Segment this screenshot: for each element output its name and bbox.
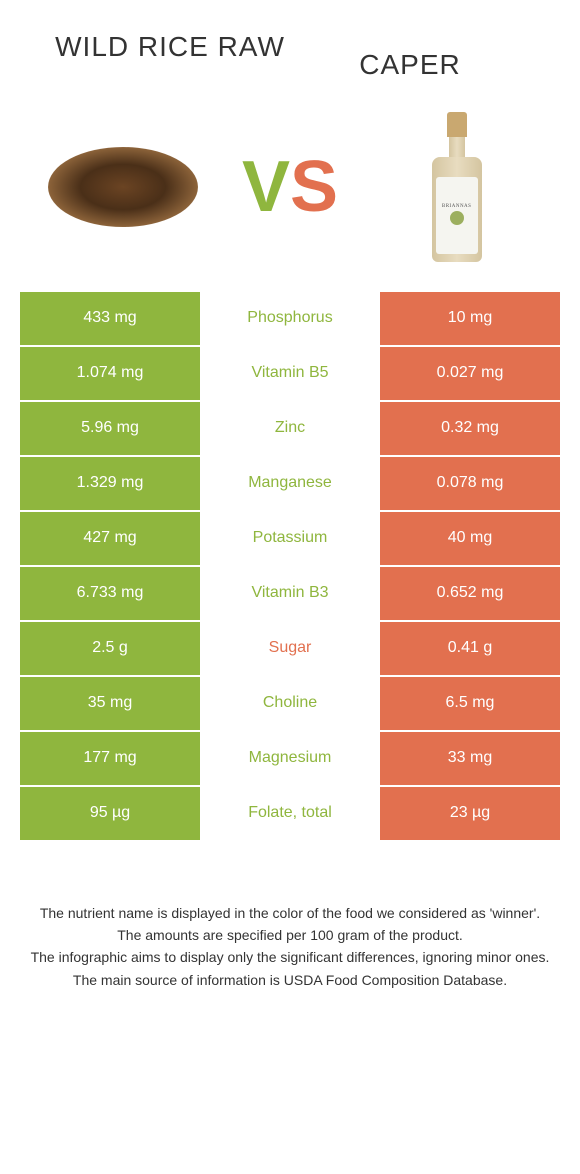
nutrient-name-cell: Vitamin B5 — [200, 347, 380, 400]
right-value-cell: 40 mg — [380, 512, 560, 565]
footer-line-2: The amounts are specified per 100 gram o… — [30, 924, 550, 946]
table-row: 1.074 mgVitamin B50.027 mg — [20, 347, 560, 402]
footer-line-3: The infographic aims to display only the… — [30, 946, 550, 968]
left-food-image — [40, 147, 207, 227]
wild-rice-icon — [48, 147, 198, 227]
left-value-cell: 1.074 mg — [20, 347, 200, 400]
right-value-cell: 6.5 mg — [380, 677, 560, 730]
vs-letter-v: V — [242, 147, 290, 227]
footer-line-1: The nutrient name is displayed in the co… — [30, 902, 550, 924]
vs-letter-s: S — [290, 147, 338, 227]
table-row: 427 mgPotassium40 mg — [20, 512, 560, 567]
right-value-cell: 0.41 g — [380, 622, 560, 675]
right-value-cell: 0.027 mg — [380, 347, 560, 400]
right-value-cell: 33 mg — [380, 732, 560, 785]
table-row: 2.5 gSugar0.41 g — [20, 622, 560, 677]
nutrient-name-cell: Sugar — [200, 622, 380, 675]
images-row: VS BRIANNAS — [0, 92, 580, 292]
nutrient-name-cell: Choline — [200, 677, 380, 730]
left-value-cell: 1.329 mg — [20, 457, 200, 510]
left-value-cell: 6.733 mg — [20, 567, 200, 620]
table-row: 433 mgPhosphorus10 mg — [20, 292, 560, 347]
right-value-cell: 0.078 mg — [380, 457, 560, 510]
left-value-cell: 427 mg — [20, 512, 200, 565]
right-value-cell: 0.652 mg — [380, 567, 560, 620]
right-food-title: CAPER — [290, 48, 530, 82]
left-value-cell: 433 mg — [20, 292, 200, 345]
nutrient-name-cell: Zinc — [200, 402, 380, 455]
header: WILD RICE RAW CAPER — [0, 0, 580, 92]
footer-notes: The nutrient name is displayed in the co… — [0, 842, 580, 992]
table-row: 6.733 mgVitamin B30.652 mg — [20, 567, 560, 622]
nutrient-name-cell: Magnesium — [200, 732, 380, 785]
table-row: 177 mgMagnesium33 mg — [20, 732, 560, 787]
table-row: 5.96 mgZinc0.32 mg — [20, 402, 560, 457]
nutrient-name-cell: Manganese — [200, 457, 380, 510]
right-value-cell: 0.32 mg — [380, 402, 560, 455]
right-food-image: BRIANNAS — [373, 112, 540, 262]
table-row: 1.329 mgManganese0.078 mg — [20, 457, 560, 512]
left-value-cell: 5.96 mg — [20, 402, 200, 455]
nutrient-name-cell: Vitamin B3 — [200, 567, 380, 620]
caper-bottle-icon: BRIANNAS — [432, 112, 482, 262]
right-value-cell: 23 µg — [380, 787, 560, 840]
left-value-cell: 35 mg — [20, 677, 200, 730]
footer-line-4: The main source of information is USDA F… — [30, 969, 550, 991]
vs-label: VS — [207, 146, 374, 228]
left-value-cell: 177 mg — [20, 732, 200, 785]
nutrient-table: 433 mgPhosphorus10 mg1.074 mgVitamin B50… — [20, 292, 560, 842]
nutrient-name-cell: Potassium — [200, 512, 380, 565]
table-row: 95 µgFolate, total23 µg — [20, 787, 560, 842]
nutrient-name-cell: Folate, total — [200, 787, 380, 840]
right-value-cell: 10 mg — [380, 292, 560, 345]
left-food-title: WILD RICE RAW — [50, 30, 290, 64]
nutrient-name-cell: Phosphorus — [200, 292, 380, 345]
table-row: 35 mgCholine6.5 mg — [20, 677, 560, 732]
left-value-cell: 95 µg — [20, 787, 200, 840]
left-value-cell: 2.5 g — [20, 622, 200, 675]
